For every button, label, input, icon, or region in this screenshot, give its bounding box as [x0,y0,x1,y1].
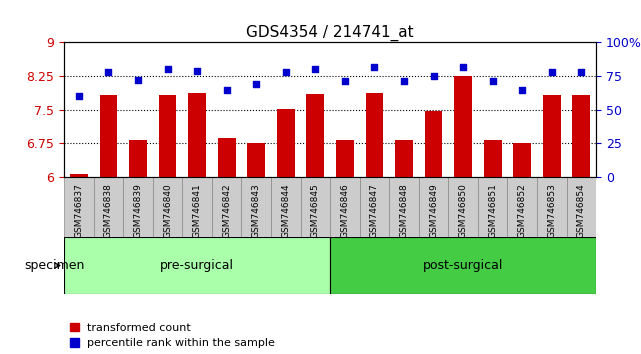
Text: GSM746845: GSM746845 [311,183,320,238]
Text: GSM746849: GSM746849 [429,183,438,238]
Bar [543,95,561,177]
Bar [365,93,383,177]
Text: GSM746853: GSM746853 [547,183,556,238]
Point [133,77,143,83]
Text: GSM746842: GSM746842 [222,183,231,238]
Text: GSM746850: GSM746850 [458,183,468,238]
Text: post-surgical: post-surgical [423,259,503,272]
FancyBboxPatch shape [567,177,596,237]
Bar [572,95,590,177]
FancyBboxPatch shape [419,177,448,237]
Text: GSM746840: GSM746840 [163,183,172,238]
Text: GSM746841: GSM746841 [192,183,202,238]
FancyBboxPatch shape [478,177,508,237]
Point [547,69,557,75]
FancyBboxPatch shape [301,177,330,237]
Point [428,73,438,79]
FancyBboxPatch shape [330,237,596,294]
Point [103,69,113,75]
FancyBboxPatch shape [94,177,123,237]
Point [310,67,320,72]
FancyBboxPatch shape [448,177,478,237]
FancyBboxPatch shape [271,177,301,237]
Bar [247,143,265,177]
Text: GSM746854: GSM746854 [577,183,586,238]
Bar [70,174,88,177]
FancyBboxPatch shape [360,177,389,237]
Text: GSM746837: GSM746837 [74,183,83,238]
Point [576,69,587,75]
Title: GDS4354 / 214741_at: GDS4354 / 214741_at [246,25,414,41]
Text: GSM746851: GSM746851 [488,183,497,238]
FancyBboxPatch shape [212,177,242,237]
Point [281,69,291,75]
Bar [277,109,295,177]
FancyBboxPatch shape [389,177,419,237]
Bar [129,140,147,177]
Text: GSM746843: GSM746843 [252,183,261,238]
Text: GSM746847: GSM746847 [370,183,379,238]
Text: GSM746839: GSM746839 [133,183,142,238]
Text: GSM746838: GSM746838 [104,183,113,238]
Bar [218,138,235,177]
Bar [425,111,442,177]
FancyBboxPatch shape [242,177,271,237]
Point [517,87,528,92]
Bar [454,76,472,177]
Point [369,64,379,69]
Bar [513,143,531,177]
Point [74,93,84,99]
Point [399,79,409,84]
Point [488,79,498,84]
Text: specimen: specimen [24,259,85,272]
Point [192,68,203,74]
Bar [99,95,117,177]
Point [458,64,468,69]
Legend: transformed count, percentile rank within the sample: transformed count, percentile rank withi… [70,322,275,348]
Text: pre-surgical: pre-surgical [160,259,234,272]
FancyBboxPatch shape [330,177,360,237]
FancyBboxPatch shape [123,177,153,237]
FancyBboxPatch shape [182,177,212,237]
Text: GSM746844: GSM746844 [281,183,290,238]
FancyBboxPatch shape [153,177,182,237]
Point [251,81,262,87]
Bar [159,95,176,177]
Bar [395,140,413,177]
Text: GSM746852: GSM746852 [518,183,527,238]
Text: GSM746848: GSM746848 [399,183,408,238]
Point [222,87,232,92]
Bar [484,140,501,177]
Bar [336,140,354,177]
Text: GSM746846: GSM746846 [340,183,349,238]
FancyBboxPatch shape [537,177,567,237]
FancyBboxPatch shape [64,237,330,294]
Point [162,67,172,72]
FancyBboxPatch shape [508,177,537,237]
Point [340,79,350,84]
Bar [188,93,206,177]
FancyBboxPatch shape [64,177,94,237]
Bar [306,94,324,177]
